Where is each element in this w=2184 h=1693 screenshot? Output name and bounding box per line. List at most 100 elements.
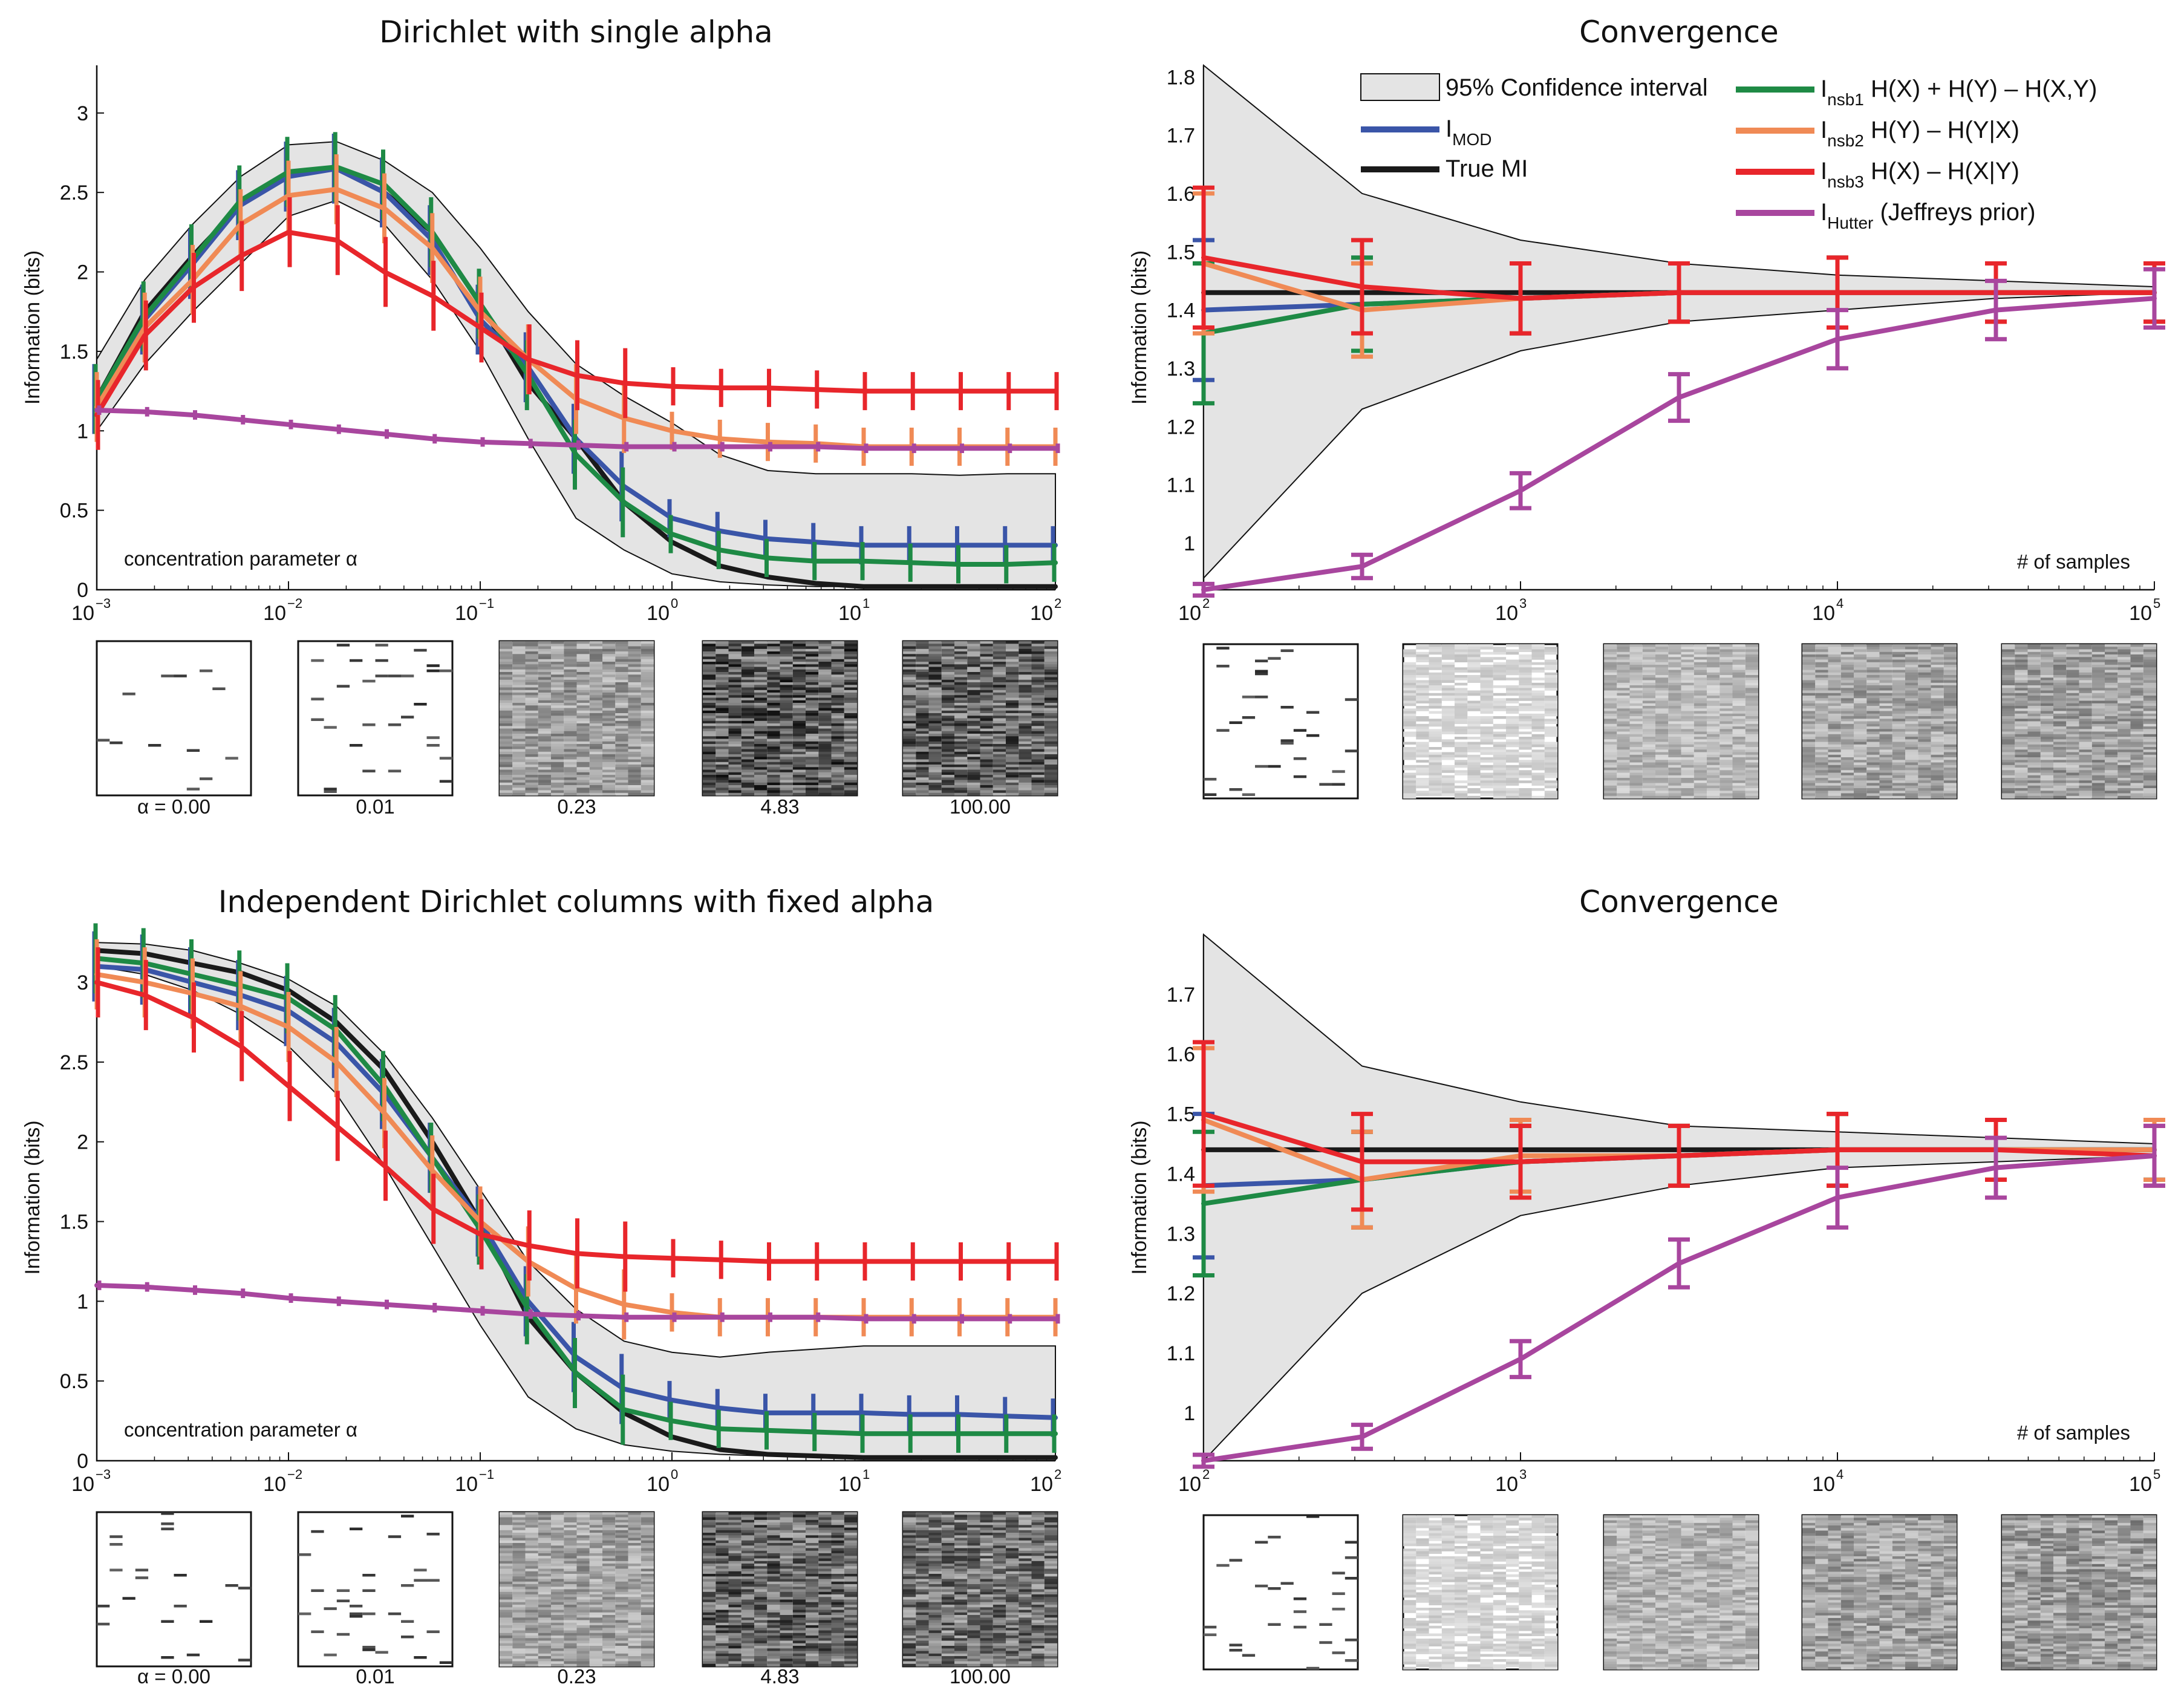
thumbnail-cell [1828, 734, 1841, 737]
thumbnail-cell [1802, 672, 1816, 676]
thumbnail-cell [2079, 716, 2092, 719]
thumbnail-cell [967, 718, 980, 721]
thumbnail-cell [1854, 647, 1867, 650]
thumbnail-cell [1719, 721, 1733, 724]
thumbnail-cell [2053, 657, 2067, 660]
thumbnail-cell [500, 769, 513, 772]
thumbnail-cell [1242, 696, 1256, 699]
thumbnail-cell [1828, 713, 1841, 717]
thumbnail-cell [1617, 667, 1630, 670]
thumbnail-cell [2015, 675, 2028, 678]
thumbnail-cell [512, 648, 526, 652]
thumbnail-cell [512, 654, 526, 657]
thumbnail-cell [1441, 770, 1455, 773]
thumbnail-cell [1892, 762, 1906, 765]
thumbnail-cell [2079, 690, 2092, 693]
thumbnail-cell [728, 669, 742, 673]
thumbnail-cell [1467, 723, 1481, 727]
thumbnail-cell [551, 792, 564, 796]
thumbnail-cell [97, 739, 110, 742]
thumbnail-cell [767, 687, 780, 690]
thumbnail-cell [1905, 783, 1918, 786]
thumbnail-cell [500, 690, 513, 693]
thumbnail-cell [564, 769, 577, 772]
thumbnail-cell [525, 782, 538, 786]
thumbnail-cell [2105, 703, 2118, 706]
thumbnail-cell [1544, 647, 1558, 650]
thumbnail-cell [2027, 644, 2041, 647]
thumbnail-cell [1802, 700, 1816, 703]
thumbnail-cell [1493, 795, 1507, 799]
thumbnail-cell [1905, 737, 1918, 740]
thumbnail-cell [780, 736, 793, 739]
thumbnail-cell [1642, 647, 1656, 650]
thumbnail-cell [1506, 688, 1519, 691]
thumbnail-cell [767, 746, 780, 749]
thumbnail-cell [1905, 708, 1918, 711]
thumbnail-cell [1019, 708, 1032, 711]
thumbnail-cell [1879, 775, 1892, 778]
thumbnail-cell [967, 695, 980, 698]
thumbnail-cell [928, 754, 942, 757]
thumbnail-cell [728, 780, 742, 783]
thumbnail-cell [1416, 651, 1429, 655]
thumbnail-cell [1617, 713, 1630, 717]
thumbnail-cell [1828, 778, 1841, 781]
thumbnail-cell [716, 669, 729, 673]
thumbnail-cell [716, 785, 729, 788]
thumbnail-cell [1519, 744, 1532, 748]
thumbnail-cell [941, 716, 955, 719]
thumbnail-cell [1416, 734, 1429, 737]
thumbnail-cell [1617, 716, 1630, 719]
thumbnail-cell [2143, 662, 2157, 665]
thumbnail-cell [1866, 716, 1880, 719]
thumbnail-cell [1006, 780, 1019, 783]
thumbnail-cell [741, 644, 755, 647]
thumbnail-cell [1943, 682, 1957, 686]
thumbnail-cell [1429, 703, 1442, 706]
thumbnail-cell [1918, 688, 1931, 691]
thumbnail-cell [525, 662, 538, 665]
thumbnail-cell [1866, 757, 1880, 760]
thumbnail-cell [1019, 656, 1032, 659]
thumbnail-cell [1828, 662, 1841, 665]
thumbnail-cell [1493, 675, 1507, 678]
thumbnail-cell [564, 705, 577, 708]
thumbnail-cell [1506, 693, 1519, 696]
thumbnail-cell [818, 746, 832, 749]
thumbnail-cell [2040, 662, 2054, 665]
thumbnail-cell [2015, 688, 2028, 691]
thumbnail-cell [1441, 752, 1455, 755]
thumbnail-cell [1681, 788, 1694, 791]
thumbnail-cell [941, 685, 955, 688]
thumbnail-cell [1905, 723, 1918, 727]
thumbnail-cell [1905, 703, 1918, 706]
thumbnail-cell [1455, 700, 1468, 703]
thumbnail-cell [806, 656, 819, 659]
thumbnail-cell [1681, 685, 1694, 688]
thumbnail-cell [602, 757, 616, 760]
thumbnail-cell [1693, 713, 1707, 717]
thumbnail-cell [1879, 723, 1892, 727]
thumbnail-cell [1854, 772, 1867, 775]
thumbnail-cell [1719, 649, 1733, 652]
thumbnail-cell [954, 693, 968, 696]
thumbnail-cell [1668, 775, 1681, 778]
thumbnail-cell [2040, 670, 2054, 673]
thumbnail-cell [903, 731, 916, 734]
thumbnail-cell [1655, 688, 1669, 691]
thumbnail-cell [2105, 700, 2118, 703]
thumbnail-cell [780, 664, 793, 667]
thumbnail-cell [806, 659, 819, 662]
thumbnail-cell [1493, 662, 1507, 665]
thumbnail-cell [1866, 729, 1880, 732]
thumbnail-cell [1879, 791, 1892, 794]
thumbnail-cell [2040, 690, 2054, 693]
thumbnail-cell [1879, 765, 1892, 768]
thumbnail-cell [728, 716, 742, 719]
thumbnail-cell [1745, 783, 1759, 786]
thumbnail-cell [1441, 791, 1455, 794]
thumbnail-cell [1531, 649, 1545, 652]
thumbnail-cell [1719, 757, 1733, 760]
thumbnail-cell [1467, 693, 1481, 696]
